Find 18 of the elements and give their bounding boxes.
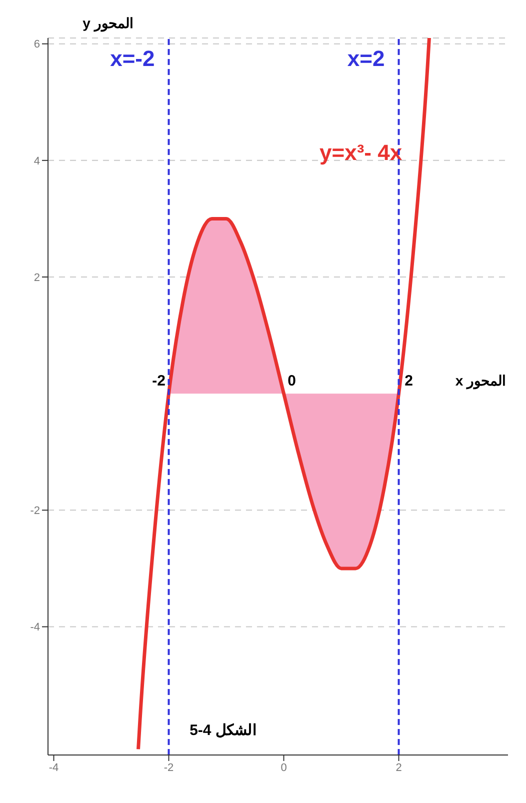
x-axis-title: المحور x <box>455 372 506 390</box>
x-tick-label: -2 <box>164 762 174 774</box>
x-tick-label: -4 <box>48 762 59 774</box>
y-tick-label: 4 <box>34 155 40 168</box>
annotation: الشكل 4-5 <box>190 722 256 739</box>
annotation: 0 <box>288 372 296 390</box>
y-tick-label: -2 <box>30 505 40 518</box>
ref-line-label: x=2 <box>347 46 385 71</box>
y-tick-label: -4 <box>30 622 40 634</box>
ref-line-label: x=-2 <box>110 46 155 71</box>
x-tick-label: 0 <box>280 762 287 774</box>
annotation: 2 <box>404 372 413 390</box>
x-tick-label: 2 <box>396 762 402 774</box>
y-tick-label: 6 <box>34 38 40 51</box>
y-axis-title: المحور y <box>82 15 134 32</box>
annotation: y=x³- 4x <box>320 140 403 165</box>
annotation: -2 <box>152 372 166 390</box>
y-tick-label: 2 <box>34 272 40 284</box>
